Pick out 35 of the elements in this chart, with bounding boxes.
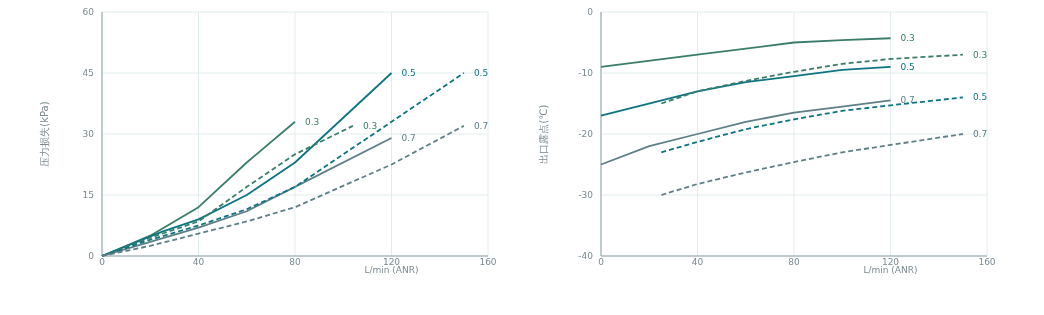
- series-label: 0.3: [972, 49, 988, 60]
- x-tick-label: 40: [192, 257, 205, 267]
- series-label: 0.5: [473, 68, 489, 78]
- y-axis-title: 出口露点(℃): [538, 104, 549, 164]
- y-tick-label: -10: [578, 68, 594, 78]
- x-axis-title: L/min (ANR): [863, 265, 918, 275]
- y-tick-label: 60: [82, 7, 95, 17]
- series-label: 0.3: [305, 116, 320, 127]
- x-tick-label: 120: [881, 257, 900, 267]
- series-label: 0.5: [972, 92, 988, 103]
- y-axis-title: 压力损失(kPa): [39, 101, 50, 167]
- x-tick-label: 0: [99, 257, 106, 267]
- y-tick-label: -40: [578, 251, 594, 261]
- x-tick-label: 160: [978, 257, 996, 267]
- x-tick-label: 40: [691, 257, 704, 267]
- x-axis-title: L/min (ANR): [364, 265, 419, 275]
- x-tick-label: 80: [289, 257, 301, 267]
- series-label: 0.7: [900, 95, 915, 106]
- y-tick-label: 0: [587, 7, 594, 17]
- y-tick-label: -20: [578, 129, 594, 139]
- series-label: 0.5: [900, 61, 915, 72]
- y-tick-label: 45: [82, 68, 94, 78]
- x-tick-label: 80: [788, 257, 800, 267]
- series-label: 0.5: [401, 68, 416, 78]
- y-tick-label: -30: [578, 190, 594, 200]
- series-label: 0.3: [362, 120, 378, 131]
- y-tick-label: 15: [82, 190, 94, 200]
- series-label: 0.3: [900, 33, 915, 44]
- y-tick-label: 30: [82, 129, 95, 139]
- x-tick-label: 0: [598, 257, 605, 267]
- x-tick-label: 120: [382, 257, 401, 267]
- series-label: 0.7: [401, 133, 416, 144]
- x-tick-label: 160: [479, 257, 497, 267]
- series-label: 0.7: [473, 120, 489, 131]
- series-label: 0.7: [972, 129, 988, 139]
